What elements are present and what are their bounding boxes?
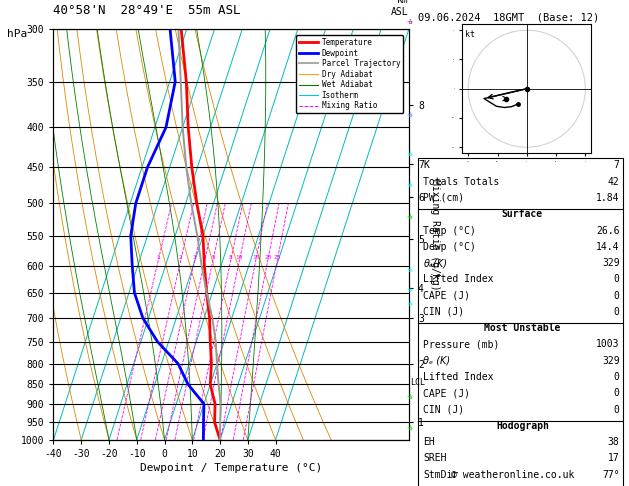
- Text: 09.06.2024  18GMT  (Base: 12): 09.06.2024 18GMT (Base: 12): [418, 12, 599, 22]
- Text: »: »: [403, 264, 415, 276]
- Text: »: »: [403, 210, 415, 222]
- Text: EH: EH: [423, 437, 435, 447]
- Text: »: »: [403, 147, 415, 159]
- Text: 8: 8: [229, 255, 233, 260]
- Text: 7: 7: [614, 160, 620, 171]
- Text: K: K: [423, 160, 429, 171]
- Text: »: »: [403, 298, 415, 310]
- Text: km
ASL: km ASL: [391, 0, 409, 17]
- Text: »: »: [403, 179, 415, 191]
- Text: CIN (J): CIN (J): [423, 307, 464, 317]
- Text: 0: 0: [614, 291, 620, 301]
- Text: θₑ(K): θₑ(K): [423, 258, 447, 268]
- Text: LCL: LCL: [410, 378, 425, 387]
- Text: 0: 0: [614, 404, 620, 415]
- Text: 5: 5: [211, 255, 215, 260]
- Text: θₑ (K): θₑ (K): [423, 356, 450, 366]
- Text: 20: 20: [264, 255, 272, 260]
- Legend: Temperature, Dewpoint, Parcel Trajectory, Dry Adiabat, Wet Adiabat, Isotherm, Mi: Temperature, Dewpoint, Parcel Trajectory…: [296, 35, 403, 113]
- Text: hPa: hPa: [6, 29, 27, 39]
- Text: StmDir: StmDir: [423, 469, 459, 480]
- Text: Lifted Index: Lifted Index: [423, 372, 494, 382]
- Text: 0: 0: [614, 388, 620, 399]
- Text: 15: 15: [252, 255, 260, 260]
- Text: »: »: [403, 390, 415, 402]
- Text: »: »: [403, 283, 415, 295]
- Text: 0: 0: [614, 372, 620, 382]
- Text: 329: 329: [602, 356, 620, 366]
- Text: SREH: SREH: [423, 453, 447, 464]
- Text: 2: 2: [179, 255, 182, 260]
- Text: kt: kt: [465, 30, 476, 39]
- Text: © weatheronline.co.uk: © weatheronline.co.uk: [451, 470, 574, 480]
- Text: »: »: [403, 422, 415, 434]
- Text: 3: 3: [193, 255, 197, 260]
- Text: PW (cm): PW (cm): [423, 193, 464, 203]
- Text: 25: 25: [274, 255, 281, 260]
- Text: 329: 329: [602, 258, 620, 268]
- Text: 4: 4: [203, 255, 207, 260]
- Text: 77°: 77°: [602, 469, 620, 480]
- Text: 0: 0: [614, 307, 620, 317]
- Text: Temp (°C): Temp (°C): [423, 226, 476, 236]
- Text: 0: 0: [614, 274, 620, 284]
- Text: 10: 10: [236, 255, 243, 260]
- Text: 1.84: 1.84: [596, 193, 620, 203]
- Text: Pressure (mb): Pressure (mb): [423, 339, 499, 349]
- Text: 1: 1: [157, 255, 160, 260]
- Text: Totals Totals: Totals Totals: [423, 176, 499, 187]
- Text: Dewp (°C): Dewp (°C): [423, 242, 476, 252]
- Text: 1003: 1003: [596, 339, 620, 349]
- Text: Hodograph: Hodograph: [496, 421, 549, 431]
- Text: Surface: Surface: [502, 209, 543, 219]
- Y-axis label: Mixing Ratio (g/kg): Mixing Ratio (g/kg): [430, 179, 440, 290]
- Text: Lifted Index: Lifted Index: [423, 274, 494, 284]
- Text: 17: 17: [608, 453, 620, 464]
- X-axis label: Dewpoint / Temperature (°C): Dewpoint / Temperature (°C): [140, 463, 322, 473]
- Text: CAPE (J): CAPE (J): [423, 388, 470, 399]
- Text: 42: 42: [608, 176, 620, 187]
- Text: »: »: [403, 16, 415, 28]
- Text: Most Unstable: Most Unstable: [484, 323, 560, 333]
- Text: 38: 38: [608, 437, 620, 447]
- Text: 26.6: 26.6: [596, 226, 620, 236]
- Text: CAPE (J): CAPE (J): [423, 291, 470, 301]
- Text: 14.4: 14.4: [596, 242, 620, 252]
- Text: 40°58'N  28°49'E  55m ASL: 40°58'N 28°49'E 55m ASL: [53, 4, 241, 17]
- Text: CIN (J): CIN (J): [423, 404, 464, 415]
- Text: »: »: [403, 108, 415, 120]
